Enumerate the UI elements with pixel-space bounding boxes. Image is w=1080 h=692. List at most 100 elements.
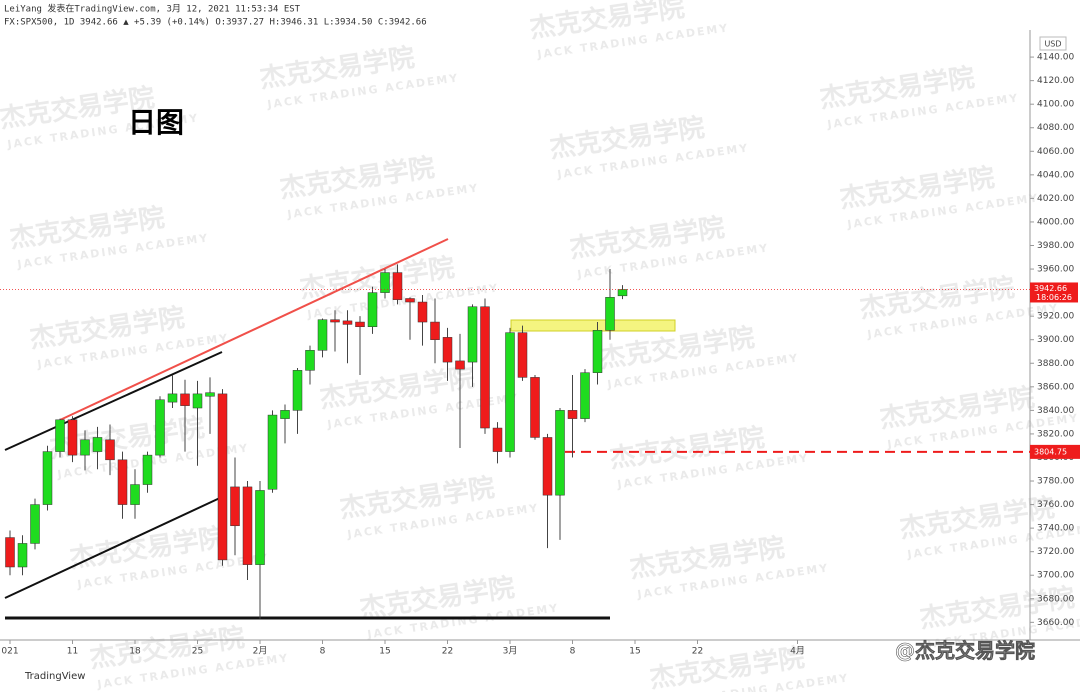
y-tick-label: 3860.00	[1037, 382, 1074, 392]
candle-body	[380, 272, 390, 293]
channel-lower	[4, 496, 223, 599]
y-tick-label: 3740.00	[1037, 524, 1074, 534]
y-tick-label: 3680.00	[1037, 594, 1074, 604]
x-tick-label: 021	[1, 647, 18, 657]
candle-body	[517, 332, 528, 378]
y-tick-label: 4120.00	[1037, 76, 1074, 86]
y-tick-label: 4080.00	[1037, 123, 1074, 133]
candle-body	[442, 337, 453, 363]
candle-body	[155, 399, 165, 456]
candle-body	[580, 372, 590, 419]
channel-upper	[4, 351, 223, 451]
header-line: FX:SPX500, 1D 3942.66 ▲ +5.39 (+0.14%) O…	[4, 18, 427, 28]
y-tick-label: 4000.00	[1037, 217, 1074, 227]
candle-body	[5, 537, 15, 568]
candle-body	[467, 306, 478, 363]
level-label: 3804.75	[1034, 447, 1067, 456]
last-price-label: 3942.66	[1034, 284, 1067, 293]
candle-body	[217, 393, 228, 561]
x-tick-label: 11	[67, 647, 78, 657]
y-tick-label: 4020.00	[1037, 194, 1074, 204]
candle-body	[330, 319, 340, 323]
x-tick-label: 8	[570, 647, 576, 657]
candle-body	[430, 321, 440, 340]
x-tick-label: 8	[320, 647, 326, 657]
candle-body	[292, 370, 303, 411]
x-tick-label: 22	[692, 647, 703, 657]
candle-body	[342, 320, 353, 325]
x-tick-label: 15	[379, 647, 390, 657]
candle-body	[367, 292, 378, 328]
annotation: 日图	[128, 106, 184, 139]
candle-body	[17, 543, 28, 568]
y-tick-label: 4060.00	[1037, 147, 1074, 157]
candle-body	[542, 437, 553, 496]
y-tick-label: 3920.00	[1037, 312, 1074, 322]
level-tag	[1030, 444, 1080, 459]
candle-body	[105, 439, 115, 461]
x-tick-label: 2月	[253, 646, 268, 657]
y-tick-label: 4140.00	[1037, 53, 1074, 63]
candle-body	[317, 319, 328, 351]
y-tick-label: 3780.00	[1037, 477, 1074, 487]
candle-body	[167, 393, 178, 403]
currency-box	[1039, 36, 1067, 51]
candle-body	[242, 486, 253, 565]
candle-body	[617, 289, 628, 297]
candle-body	[530, 377, 540, 438]
candle-body	[417, 301, 428, 323]
candle-body	[255, 490, 265, 565]
candle-body	[192, 393, 203, 409]
y-tick-label: 3980.00	[1037, 241, 1074, 251]
candle-body	[117, 459, 128, 505]
candle-body	[67, 419, 78, 456]
footer-logo: TradingView	[24, 671, 85, 682]
y-tick-label: 3660.00	[1037, 618, 1074, 628]
candle-body	[555, 410, 565, 496]
candle-body	[305, 350, 315, 371]
candle-body	[355, 321, 365, 328]
candle-body	[267, 414, 278, 490]
candle-body	[392, 272, 403, 300]
candle-body	[592, 330, 603, 373]
x-tick-label: 22	[442, 647, 453, 657]
candle-body	[92, 437, 103, 452]
x-tick-label: 25	[192, 647, 203, 657]
y-tick-label: 4040.00	[1037, 170, 1074, 180]
countdown: 18:06:26	[1036, 293, 1072, 302]
candle-body	[180, 393, 190, 406]
y-tick-label: 3840.00	[1037, 406, 1074, 416]
candle-body	[505, 332, 515, 452]
y-tick-label: 3960.00	[1037, 265, 1074, 275]
candle-body	[30, 504, 40, 544]
candle-body	[567, 410, 578, 419]
y-tick-label: 3880.00	[1037, 359, 1074, 369]
candle-body	[130, 484, 140, 505]
header-line: LeiYang 发表在TradingView.com, 3月 12, 2021 …	[4, 3, 301, 15]
candle-body	[80, 439, 90, 456]
candle-body	[480, 306, 490, 429]
x-tick-label: 18	[129, 647, 141, 657]
footer-credit: @杰克交易学院	[895, 639, 1035, 663]
candle-body	[455, 360, 465, 370]
last-price-tag	[1030, 282, 1078, 303]
candle-body	[42, 451, 53, 505]
y-tick-label: 3700.00	[1037, 571, 1074, 581]
y-tick-label: 3900.00	[1037, 335, 1074, 345]
y-tick-label: 4100.00	[1037, 100, 1074, 110]
y-tick-label: 3820.00	[1037, 429, 1074, 439]
candle-body	[605, 297, 615, 331]
candle-body	[205, 392, 215, 397]
trend-line	[59, 238, 449, 421]
x-tick-label: 4月	[790, 646, 805, 657]
candle-body	[142, 454, 153, 485]
candle-body	[230, 486, 240, 527]
y-tick-label: 3760.00	[1037, 500, 1074, 510]
candle-body	[405, 298, 415, 303]
y-tick-label: 3720.00	[1037, 547, 1074, 557]
x-tick-label: 3月	[503, 646, 518, 657]
candle-body	[55, 419, 65, 452]
candle-body	[492, 427, 503, 452]
